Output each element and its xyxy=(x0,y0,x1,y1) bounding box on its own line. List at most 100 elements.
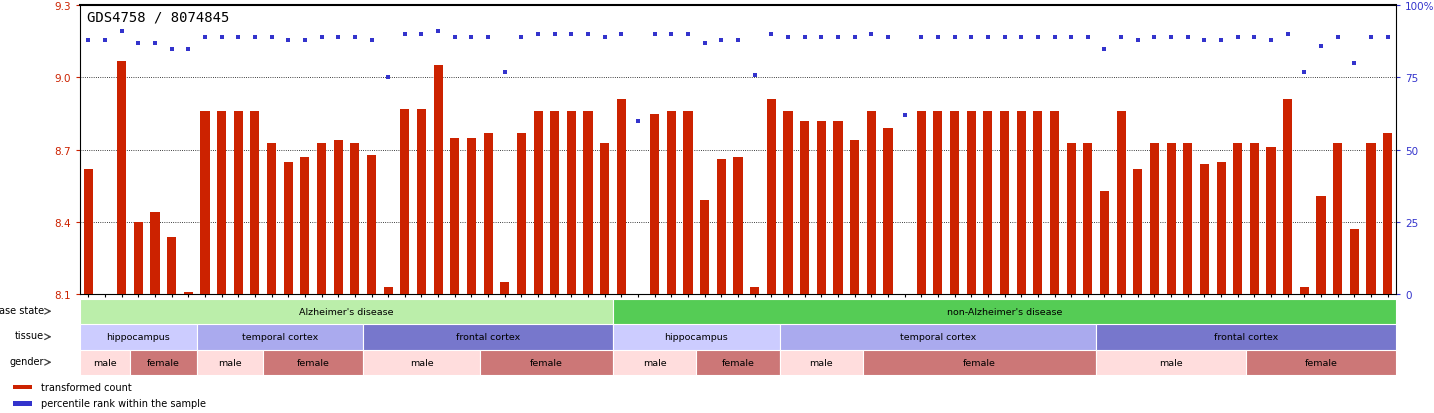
Bar xyxy=(783,112,793,294)
Point xyxy=(609,32,632,38)
Text: male: male xyxy=(1159,358,1183,367)
Text: tissue: tissue xyxy=(14,331,44,341)
Bar xyxy=(264,350,363,375)
Bar xyxy=(1250,143,1259,294)
Point xyxy=(93,38,116,44)
Point xyxy=(727,38,750,44)
Bar xyxy=(984,112,992,294)
Bar xyxy=(614,299,1397,324)
Bar xyxy=(1050,112,1060,294)
Text: frontal cortex: frontal cortex xyxy=(1215,332,1278,342)
Point xyxy=(810,35,833,41)
Bar xyxy=(733,158,743,294)
Point xyxy=(543,32,566,38)
Bar xyxy=(196,324,363,350)
Point xyxy=(1143,35,1166,41)
Bar xyxy=(80,299,614,324)
Point xyxy=(1309,43,1332,50)
Point xyxy=(594,35,617,41)
Text: male: male xyxy=(642,358,667,367)
Bar xyxy=(1096,324,1397,350)
Point xyxy=(826,35,849,41)
Bar xyxy=(667,112,675,294)
Point xyxy=(1160,35,1183,41)
Bar xyxy=(1246,350,1397,375)
Point xyxy=(1060,35,1083,41)
Point xyxy=(909,35,932,41)
Bar xyxy=(133,223,143,294)
Point xyxy=(1243,35,1266,41)
Point xyxy=(410,32,433,38)
Bar xyxy=(1067,143,1076,294)
Point xyxy=(559,32,582,38)
Bar xyxy=(614,324,780,350)
Bar xyxy=(1216,162,1226,294)
Bar xyxy=(166,237,176,294)
Bar xyxy=(516,133,526,294)
Point xyxy=(677,32,700,38)
Point xyxy=(176,46,199,53)
Point xyxy=(926,35,949,41)
Bar xyxy=(533,112,542,294)
Point xyxy=(443,35,466,41)
Bar xyxy=(201,112,209,294)
Point xyxy=(693,40,716,47)
Bar xyxy=(601,143,609,294)
Point xyxy=(1276,32,1299,38)
Bar xyxy=(551,112,559,294)
Bar xyxy=(480,350,614,375)
Point xyxy=(893,112,916,119)
Point xyxy=(476,35,499,41)
Text: GDS4758 / 8074845: GDS4758 / 8074845 xyxy=(87,10,229,24)
Text: temporal cortex: temporal cortex xyxy=(899,332,977,342)
Bar xyxy=(1367,143,1375,294)
Bar xyxy=(717,160,726,294)
Bar xyxy=(1283,100,1292,294)
Point xyxy=(343,35,366,41)
Text: percentile rank within the sample: percentile rank within the sample xyxy=(42,399,206,408)
Point xyxy=(959,35,982,41)
Text: male: male xyxy=(93,358,116,367)
Bar xyxy=(584,112,592,294)
Bar xyxy=(384,287,393,294)
Bar xyxy=(863,350,1096,375)
Text: male: male xyxy=(410,358,433,367)
Bar xyxy=(363,350,480,375)
Bar xyxy=(934,112,942,294)
Bar xyxy=(1034,112,1043,294)
Text: gender: gender xyxy=(10,356,44,366)
Text: hippocampus: hippocampus xyxy=(106,332,171,342)
Bar xyxy=(697,350,780,375)
Bar xyxy=(251,112,260,294)
Bar xyxy=(300,158,310,294)
Bar xyxy=(118,62,126,294)
Bar xyxy=(196,350,264,375)
Bar xyxy=(780,324,1096,350)
Point xyxy=(876,35,899,41)
Bar xyxy=(883,129,892,294)
Point xyxy=(377,75,400,82)
Point xyxy=(994,35,1017,41)
Bar xyxy=(1382,133,1392,294)
Text: female: female xyxy=(721,358,754,367)
Bar xyxy=(916,112,926,294)
Bar xyxy=(700,201,710,294)
Point xyxy=(260,35,282,41)
Point xyxy=(310,35,333,41)
Point xyxy=(77,38,100,44)
Text: female: female xyxy=(146,358,179,367)
Bar xyxy=(967,112,975,294)
Bar xyxy=(833,121,843,294)
Point xyxy=(1093,46,1116,53)
Bar xyxy=(13,385,32,389)
Bar xyxy=(817,121,826,294)
Point xyxy=(1326,35,1349,41)
Point xyxy=(110,29,133,36)
Bar xyxy=(1334,143,1342,294)
Bar xyxy=(684,112,693,294)
Bar xyxy=(433,66,443,294)
Point xyxy=(627,118,650,125)
Bar xyxy=(1349,230,1359,294)
Bar xyxy=(850,141,859,294)
Bar xyxy=(83,170,93,294)
